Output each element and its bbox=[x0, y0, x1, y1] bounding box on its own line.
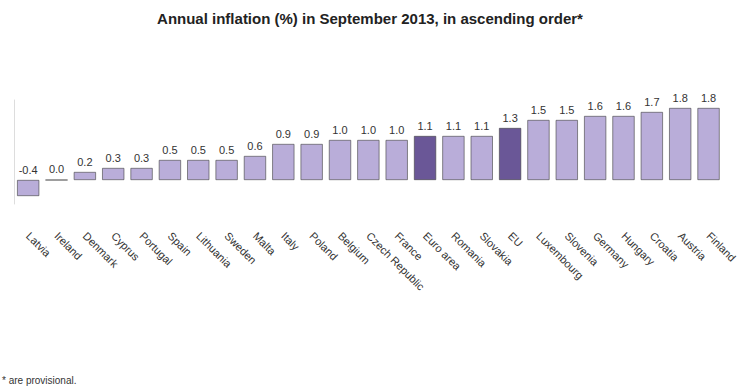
svg-text:Slovenia: Slovenia bbox=[562, 229, 601, 268]
svg-text:1.1: 1.1 bbox=[446, 120, 461, 132]
svg-text:EU: EU bbox=[506, 230, 525, 249]
svg-text:Lithuania: Lithuania bbox=[194, 229, 234, 270]
svg-text:0.5: 0.5 bbox=[191, 144, 206, 156]
svg-text:Croatia: Croatia bbox=[648, 230, 682, 264]
svg-text:1.0: 1.0 bbox=[389, 124, 404, 136]
svg-text:0.2: 0.2 bbox=[77, 156, 92, 168]
svg-text:1.8: 1.8 bbox=[701, 92, 716, 104]
svg-text:1.1: 1.1 bbox=[417, 120, 432, 132]
svg-text:1.7: 1.7 bbox=[644, 96, 659, 108]
svg-text:0.5: 0.5 bbox=[162, 144, 177, 156]
svg-text:1.8: 1.8 bbox=[673, 92, 688, 104]
svg-text:Finland: Finland bbox=[704, 230, 738, 264]
svg-text:1.0: 1.0 bbox=[361, 124, 376, 136]
svg-text:0.9: 0.9 bbox=[304, 128, 319, 140]
svg-text:0.9: 0.9 bbox=[276, 128, 291, 140]
svg-text:Italy: Italy bbox=[279, 230, 302, 253]
svg-text:1.6: 1.6 bbox=[588, 100, 603, 112]
svg-text:1.5: 1.5 bbox=[559, 104, 574, 116]
svg-text:1.1: 1.1 bbox=[474, 120, 489, 132]
svg-text:Hungary: Hungary bbox=[619, 229, 658, 268]
svg-text:Slovakia: Slovakia bbox=[477, 229, 516, 268]
svg-text:0.0: 0.0 bbox=[49, 163, 64, 175]
svg-text:Latvia: Latvia bbox=[24, 230, 54, 260]
svg-text:Luxembourg: Luxembourg bbox=[534, 229, 586, 282]
svg-text:1.6: 1.6 bbox=[616, 100, 631, 112]
svg-text:Denmark: Denmark bbox=[80, 229, 121, 270]
svg-text:1.5: 1.5 bbox=[531, 104, 546, 116]
svg-text:-0.4: -0.4 bbox=[19, 164, 38, 176]
svg-text:Portugal: Portugal bbox=[137, 229, 175, 268]
svg-text:0.3: 0.3 bbox=[134, 152, 149, 164]
svg-text:Ireland: Ireland bbox=[52, 230, 84, 262]
svg-text:Germany: Germany bbox=[590, 229, 632, 271]
svg-text:Austria: Austria bbox=[676, 230, 709, 263]
svg-text:Czech Republic: Czech Republic bbox=[364, 230, 427, 293]
svg-text:Spain: Spain bbox=[166, 230, 194, 258]
svg-text:* are provisional.: * are provisional. bbox=[2, 375, 76, 386]
svg-text:Sweden: Sweden bbox=[222, 229, 259, 267]
svg-text:0.5: 0.5 bbox=[219, 144, 234, 156]
svg-text:Poland: Poland bbox=[307, 230, 340, 263]
svg-text:Romania: Romania bbox=[449, 229, 489, 270]
svg-text:Cyprus: Cyprus bbox=[109, 230, 142, 263]
svg-text:1.3: 1.3 bbox=[502, 112, 517, 124]
svg-text:1.0: 1.0 bbox=[332, 124, 347, 136]
svg-text:Malta: Malta bbox=[251, 230, 279, 258]
svg-text:Belgium: Belgium bbox=[335, 229, 373, 267]
svg-text:France: France bbox=[392, 230, 425, 263]
svg-text:0.3: 0.3 bbox=[106, 152, 121, 164]
svg-text:Euro area: Euro area bbox=[420, 229, 464, 273]
svg-text:0.6: 0.6 bbox=[247, 140, 262, 152]
svg-text:Annual inflation (%) in Septem: Annual inflation (%) in September 2013, … bbox=[157, 10, 583, 27]
